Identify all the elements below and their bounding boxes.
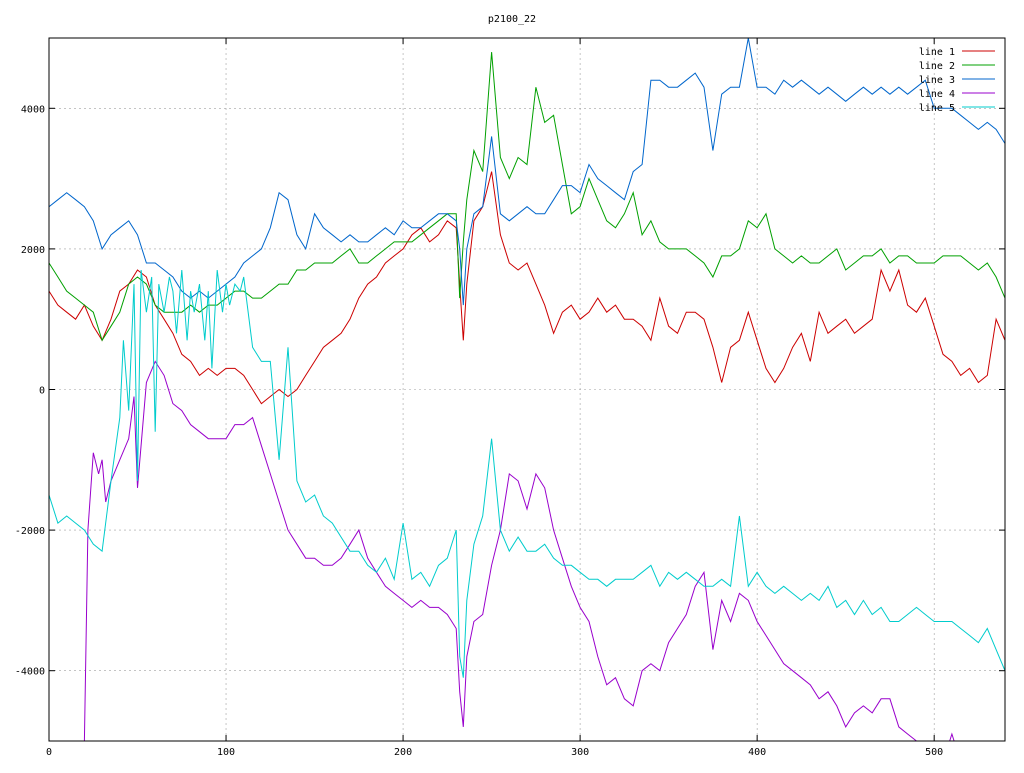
x-tick-label: 0: [46, 747, 52, 758]
y-tick-label: 4000: [21, 104, 45, 115]
series-line-4: [83, 360, 955, 741]
grid-layer: [48, 38, 1005, 741]
legend-label-5: line 5: [919, 103, 955, 114]
tick-layer: 0 100 200 300 400 500 -4000 -2000 0 2000 4000: [15, 38, 1005, 758]
y-tick-label: 2000: [21, 245, 45, 256]
y-tick-label: 0: [39, 386, 45, 397]
x-tick-label: 400: [748, 747, 766, 758]
legend: line 1 line 2 line 3 line 4 line 5: [919, 47, 995, 114]
legend-label-4: line 4: [919, 89, 955, 100]
x-tick-label: 200: [394, 747, 412, 758]
legend-label-3: line 3: [919, 75, 955, 86]
x-tick-label: 300: [571, 747, 589, 758]
series-line-1: [49, 171, 1005, 405]
legend-label-2: line 2: [919, 61, 955, 72]
y-tick-label: -2000: [15, 526, 45, 537]
series-layer: [49, 38, 1005, 741]
x-tick-label: 500: [925, 747, 943, 758]
x-tick-label: 100: [217, 747, 235, 758]
chart-title: p2100_22: [488, 14, 536, 25]
series-line-3: [49, 38, 1005, 306]
series-line-2: [49, 52, 1005, 342]
plot-frame: [48, 37, 1006, 742]
legend-label-1: line 1: [919, 47, 955, 58]
series-line-5: [49, 269, 1005, 678]
y-tick-label: -4000: [15, 667, 45, 678]
